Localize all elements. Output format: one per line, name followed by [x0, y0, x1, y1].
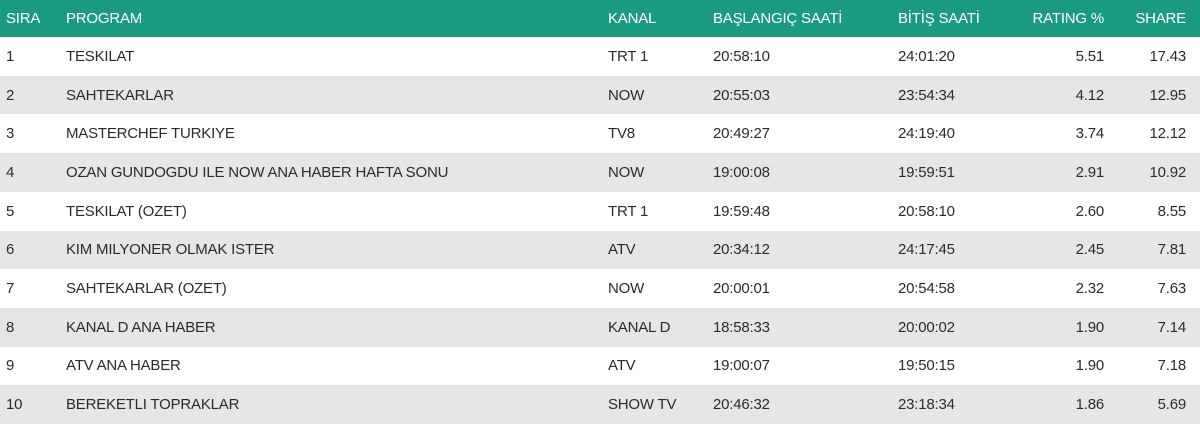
table-cell: 4 — [6, 163, 15, 181]
table-cell: 7.18 — [1157, 357, 1187, 375]
table-cell: 7.63 — [1157, 280, 1187, 298]
table-cell: 20:46:32 — [713, 396, 770, 414]
table-cell: 2.45 — [1075, 241, 1105, 259]
table-cell: SHOW TV — [608, 396, 677, 414]
table-cell: TESKILAT — [66, 47, 135, 65]
table-cell: 12.12 — [1149, 125, 1186, 143]
table-cell: 19:50:15 — [898, 357, 955, 375]
table-cell: 1.90 — [1075, 357, 1105, 375]
table-cell: SHARE — [1135, 10, 1186, 27]
table-row: 5 TESKILAT (OZET) TRT 1 19:59:48 20:58:10 2.6… — [0, 192, 1200, 231]
table-cell: SAHTEKARLAR (OZET) — [66, 280, 227, 298]
table-cell: 23:54:34 — [898, 86, 955, 104]
table-cell: 2.32 — [1075, 280, 1105, 298]
table-cell: 9 — [6, 357, 15, 375]
table-cell: NOW — [608, 163, 645, 181]
table-row: 6 KIM MILYONER OLMAK ISTER ATV 20:34:12 24:1… — [0, 230, 1200, 270]
table-row: 4 OZAN GUNDOGDU ILE NOW ANA HABER HAFTA S… — [0, 153, 1200, 192]
table-cell: 8 — [6, 318, 15, 336]
table-cell: 19:00:08 — [713, 163, 770, 181]
table-cell: 7 — [6, 280, 15, 298]
table-cell: 20:00:01 — [713, 280, 770, 298]
table-cell: BİTİŞ SAATİ — [898, 10, 980, 27]
table-cell: 3.74 — [1075, 125, 1105, 143]
table-cell: 3 — [6, 125, 15, 143]
table-cell: 5 — [6, 202, 15, 220]
table-cell: 7.14 — [1157, 318, 1187, 336]
table-row: 7 SAHTEKARLAR (OZET) NOW 20:00:01 20:54:58 2.… — [0, 269, 1200, 308]
table-cell: NOW — [608, 86, 645, 104]
table-cell: 2 — [6, 86, 15, 104]
table-cell: BAŞLANGIÇ SAATİ — [713, 10, 843, 27]
table-row: 3 MASTERCHEF TURKIYE TV8 20:49:27 24:19:40 3.… — [0, 114, 1200, 153]
table-cell: 23:18:34 — [898, 396, 955, 414]
table-cell: 20:55:03 — [713, 86, 770, 104]
table-cell: 19:00:07 — [713, 357, 770, 375]
table-cell: 2.91 — [1075, 163, 1105, 181]
table-cell: 5.51 — [1075, 47, 1105, 65]
table-cell: KIM MILYONER OLMAK ISTER — [66, 241, 275, 259]
table-cell: ATV ANA HABER — [66, 357, 181, 375]
table-cell: 24:01:20 — [898, 47, 955, 65]
table-row: 2 SAHTEKARLAR NOW 20:55:03 23:54:34 4.12 12.95 — [0, 75, 1200, 115]
table-cell: 20:58:10 — [713, 47, 770, 65]
table-cell: ATV — [608, 241, 636, 259]
table-cell: 19:59:51 — [898, 163, 955, 181]
table-cell: PROGRAM — [66, 10, 143, 27]
table-row: 1 TESKILAT TRT 1 20:58:10 24:01:20 5.51 17.43 — [0, 37, 1200, 76]
table-cell: 10 — [6, 396, 23, 414]
table-row: 8 KANAL D ANA HABER KANAL D 18:58:33 20:00:0… — [0, 307, 1200, 347]
table-cell: 1 — [6, 47, 15, 65]
table-cell: 17.43 — [1149, 47, 1186, 65]
table-cell: 1.90 — [1075, 318, 1105, 336]
table-cell: SIRA — [6, 10, 41, 27]
table-cell: MASTERCHEF TURKIYE — [66, 125, 235, 143]
table-cell: SAHTEKARLAR — [66, 86, 174, 104]
table-cell: 6 — [6, 241, 15, 259]
table-cell: 20:00:02 — [898, 318, 955, 336]
table-cell: OZAN GUNDOGDU ILE NOW ANA HABER HAFTA SO… — [66, 163, 449, 181]
table-cell: 10.92 — [1149, 163, 1186, 181]
header-row: SIRA PROGRAM KANAL BAŞLANGIÇ SAATİ BİTİŞ SAA… — [0, 0, 1200, 37]
table-cell: 20:58:10 — [898, 202, 955, 220]
table-cell: 20:34:12 — [713, 241, 770, 259]
table-cell: 5.69 — [1157, 396, 1187, 414]
table-cell: 2.60 — [1075, 202, 1105, 220]
table-cell: KANAL D ANA HABER — [66, 318, 216, 336]
table-cell: ATV — [608, 357, 636, 375]
table-cell: 12.95 — [1149, 86, 1186, 104]
table-cell: TESKILAT (OZET) — [66, 202, 187, 220]
table-cell: RATING % — [1032, 10, 1105, 27]
table-cell: 7.81 — [1157, 241, 1187, 259]
table-cell: 4.12 — [1075, 86, 1105, 104]
table-row: 9 ATV ANA HABER ATV 19:00:07 19:50:15 1.90 7.1… — [0, 347, 1200, 386]
table-cell: TRT 1 — [608, 202, 649, 220]
table-cell: 18:58:33 — [713, 318, 770, 336]
table-cell: 24:19:40 — [898, 125, 955, 143]
table-cell: 24:17:45 — [898, 241, 955, 259]
table-cell: TV8 — [608, 125, 635, 143]
table-row: 10 BEREKETLI TOPRAKLAR SHOW TV 20:46:32 23:1… — [0, 385, 1200, 424]
table-cell: 8.55 — [1157, 202, 1187, 220]
table-cell: BEREKETLI TOPRAKLAR — [66, 396, 240, 414]
table-cell: 20:54:58 — [898, 280, 955, 298]
table-cell: TRT 1 — [608, 47, 649, 65]
table-cell: 1.86 — [1075, 396, 1105, 414]
table-cell: NOW — [608, 280, 645, 298]
table-cell: KANAL — [608, 10, 657, 27]
table-cell: KANAL D — [608, 318, 671, 336]
table-cell: 20:49:27 — [713, 125, 770, 143]
table-cell: 19:59:48 — [713, 202, 770, 220]
